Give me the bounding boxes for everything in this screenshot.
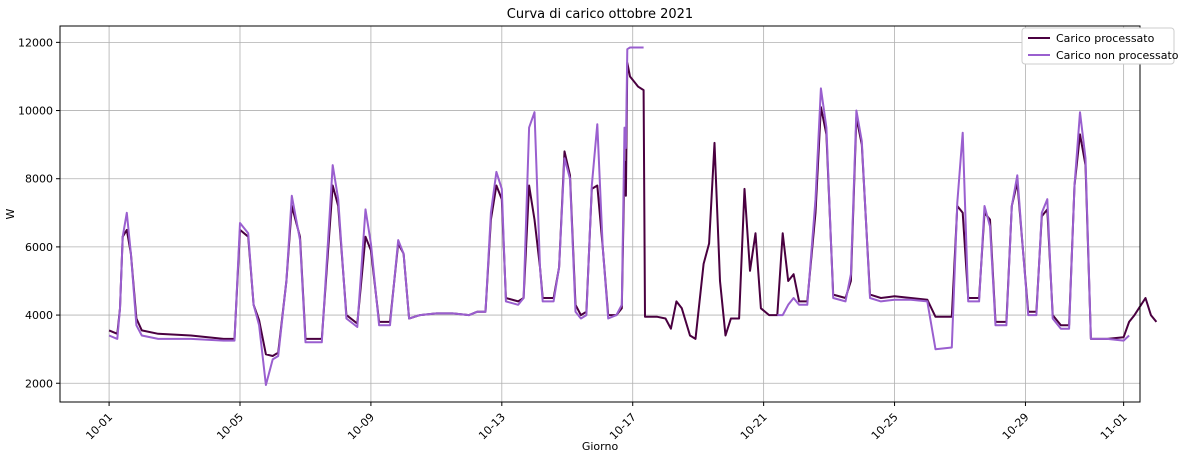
y-tick-label: 10000 (18, 105, 53, 118)
x-tick-label: 10-13 (476, 411, 508, 443)
legend-box (1021, 27, 1175, 65)
y-axis-label: W (4, 208, 17, 219)
y-tick-label: 2000 (25, 377, 53, 390)
tick-layer: 10-01 10-05 10-09 10-13 10-17 10-21 10-25 10-29… (18, 36, 1130, 442)
plot-frame (59, 25, 1141, 403)
y-tick-label: 6000 (25, 241, 53, 254)
y-tick-label: 8000 (25, 173, 53, 186)
y-tick-label: 4000 (25, 309, 53, 322)
x-tick-label: 10-25 (869, 411, 901, 443)
legend: Carico processato Carico non processato (1021, 27, 1179, 65)
x-tick-label: 10-17 (607, 411, 639, 443)
chart-title: Curva di carico ottobre 2021 (507, 7, 693, 22)
legend-label-unprocessed: Carico non processato (1056, 49, 1179, 62)
x-tick-label: 10-29 (1000, 411, 1032, 443)
series-line-1 (108, 46, 644, 386)
x-tick-label: 10-09 (345, 411, 377, 443)
series-line-2 (777, 87, 1130, 351)
x-tick-label: 10-01 (83, 411, 115, 443)
x-tick-label: 11-01 (1098, 411, 1130, 443)
x-tick-label: 10-05 (214, 411, 246, 443)
y-tick-label: 12000 (18, 36, 53, 49)
series-layer (108, 46, 1158, 386)
x-axis-label: Giorno (582, 440, 619, 453)
legend-label-processed: Carico processato (1056, 32, 1155, 45)
x-tick-label: 10-21 (738, 411, 770, 443)
